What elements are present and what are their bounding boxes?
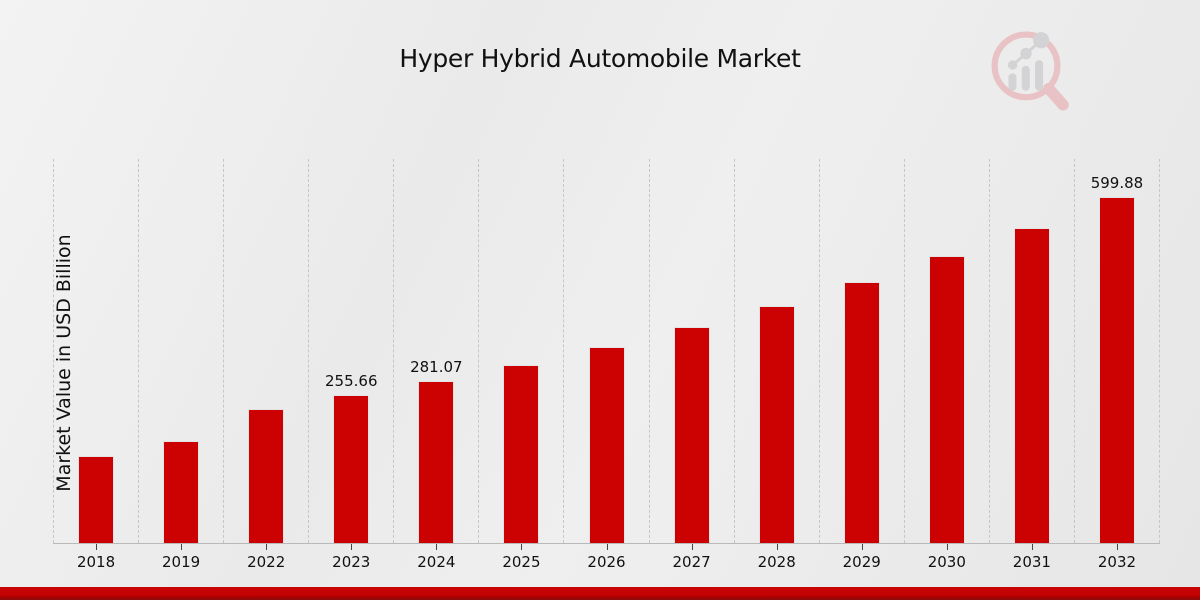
bar-2030 [928, 256, 965, 543]
x-axis-tick [181, 544, 183, 550]
bar-2031 [1013, 228, 1050, 543]
x-axis-label-2029: 2029 [842, 553, 881, 571]
x-axis-tick [861, 544, 863, 550]
chart-column-2026: 2026 [563, 159, 648, 571]
bar-2025 [503, 364, 540, 543]
chart-column-2028: 2028 [733, 159, 819, 571]
x-axis-tick [351, 544, 353, 550]
bar-2032 [1098, 196, 1135, 543]
chart-title: Hyper Hybrid Automobile Market [399, 44, 801, 73]
x-axis-tick [1031, 544, 1033, 550]
bar-2018 [78, 456, 115, 543]
x-axis-label-2026: 2026 [587, 553, 626, 571]
growth-bars-icon [1007, 32, 1050, 91]
bar-2019 [163, 441, 200, 543]
x-axis-label-2024: 2024 [417, 553, 456, 571]
x-axis-label-2018: 2018 [76, 553, 116, 571]
x-axis-tick [266, 544, 268, 550]
chart-column-2032: 599.88 2032 [1073, 159, 1161, 571]
bar-2024 [418, 380, 455, 543]
bar-2029 [843, 282, 880, 543]
bar-value-label-2024: 281.07 [410, 357, 463, 376]
x-axis-label-2028: 2028 [757, 553, 796, 571]
chart-column-2025: 2025 [478, 159, 563, 571]
x-axis-tick [521, 544, 523, 550]
chart-column-2019: 2019 [138, 159, 223, 571]
bar-2022 [248, 408, 285, 543]
x-axis-tick [691, 544, 693, 550]
x-axis-tick [606, 544, 608, 550]
x-axis-tick [436, 544, 438, 550]
chart-column-2024: 281.07 2024 [393, 159, 478, 571]
x-axis-label-2019: 2019 [162, 553, 201, 571]
x-axis-label-2023: 2023 [332, 553, 371, 571]
chart-column-2029: 2029 [818, 159, 904, 571]
bar-value-label-2032: 599.88 [1090, 173, 1144, 192]
chart-column-2027: 2027 [648, 159, 734, 571]
x-axis-label-2031: 2031 [1012, 553, 1051, 571]
x-axis-tick [96, 544, 98, 550]
bar-2027 [673, 327, 710, 543]
bar-2026 [588, 346, 625, 543]
chart-column-2018: 2018 [53, 159, 138, 571]
bar-value-label-2023: 255.66 [325, 372, 378, 391]
chart-column-2031: 2031 [988, 159, 1074, 571]
x-axis-tick [946, 544, 948, 550]
x-axis-tick [1116, 544, 1118, 550]
chart-column-2022: 2022 [223, 159, 308, 571]
x-axis-tick [776, 544, 778, 550]
x-axis-label-2027: 2027 [672, 553, 711, 571]
bar-2028 [758, 305, 795, 543]
brand-logo-watermark [991, 31, 1069, 111]
magnifier-icon [991, 31, 1069, 111]
x-axis-label-2022: 2022 [247, 553, 286, 571]
x-axis-label-2025: 2025 [502, 553, 541, 571]
plot-area: 2018 2019 2022 255.66 2023 281.07 2024 2025 2026… [53, 159, 1161, 571]
chart-column-2023: 255.66 2023 [308, 159, 393, 571]
bottom-accent-strip [0, 587, 1200, 600]
bar-2023 [333, 395, 370, 543]
x-axis-label-2030: 2030 [927, 553, 966, 571]
chart-column-2030: 2030 [903, 159, 989, 571]
x-axis-label-2032: 2032 [1097, 553, 1137, 571]
